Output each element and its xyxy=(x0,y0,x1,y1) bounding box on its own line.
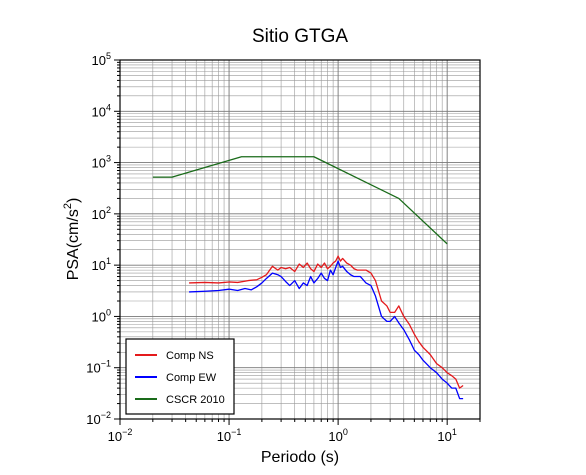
tick-exponent: −1 xyxy=(231,427,241,437)
y-tick-label: 102 xyxy=(92,205,111,222)
x-tick-label: 101 xyxy=(437,427,456,444)
tick-base: 10 xyxy=(92,207,106,222)
legend-label: Comp NS xyxy=(166,350,214,362)
tick-exponent: 0 xyxy=(106,307,111,317)
tick-base: 10 xyxy=(108,429,122,444)
x-tick-label: 10−1 xyxy=(217,427,242,444)
tick-exponent: 4 xyxy=(106,102,111,112)
tick-exponent: 3 xyxy=(106,154,111,164)
tick-base: 10 xyxy=(92,156,106,171)
y-tick-label: 10−1 xyxy=(86,359,111,376)
tick-exponent: −2 xyxy=(101,410,111,420)
tick-exponent: 2 xyxy=(106,205,111,215)
tick-exponent: 0 xyxy=(343,427,348,437)
x-axis-label: Periodo (s) xyxy=(261,449,339,466)
y-axis-label-sup: 2 xyxy=(62,203,74,209)
tick-base: 10 xyxy=(92,258,106,273)
plot-frame xyxy=(119,59,481,420)
series-line-0 xyxy=(189,255,464,389)
chart-title: Sitio GTGA xyxy=(252,26,348,47)
tick-exponent: 1 xyxy=(106,256,111,266)
tick-base: 10 xyxy=(328,429,342,444)
tick-base: 10 xyxy=(92,53,106,68)
tick-exponent: 5 xyxy=(106,51,111,61)
legend-label: CSCR 2010 xyxy=(166,394,225,406)
axis-ticks xyxy=(114,59,481,425)
y-axis-label-main: PSA(cm/s xyxy=(65,209,82,280)
y-tick-label: 105 xyxy=(92,51,111,68)
y-axis-label: PSA(cm/s2) xyxy=(62,198,82,281)
y-axis-label-tail: ) xyxy=(65,198,82,203)
tick-base: 10 xyxy=(86,412,100,427)
legend-label: Comp EW xyxy=(166,372,217,384)
tick-exponent: −1 xyxy=(101,359,111,369)
tick-base: 10 xyxy=(92,309,106,324)
series-layer xyxy=(152,156,464,400)
y-tick-label: 10−2 xyxy=(86,410,111,427)
tick-exponent: 1 xyxy=(452,427,457,437)
tick-exponent: −2 xyxy=(122,427,132,437)
series-line-2 xyxy=(152,156,448,245)
tick-base: 10 xyxy=(86,361,100,376)
x-tick-label: 10−2 xyxy=(108,427,133,444)
tick-base: 10 xyxy=(437,429,451,444)
x-tick-label: 100 xyxy=(328,427,347,444)
y-tick-label: 103 xyxy=(92,154,111,171)
tick-base: 10 xyxy=(217,429,231,444)
series-line-1 xyxy=(189,260,464,400)
y-tick-label: 101 xyxy=(92,256,111,273)
legend: Comp NS Comp EW CSCR 2010 xyxy=(125,338,235,415)
tick-base: 10 xyxy=(92,104,106,119)
y-tick-label: 104 xyxy=(92,102,111,119)
x-tick-labels: 10−2 10−1 100 101 xyxy=(108,427,457,444)
y-tick-label: 100 xyxy=(92,307,111,324)
